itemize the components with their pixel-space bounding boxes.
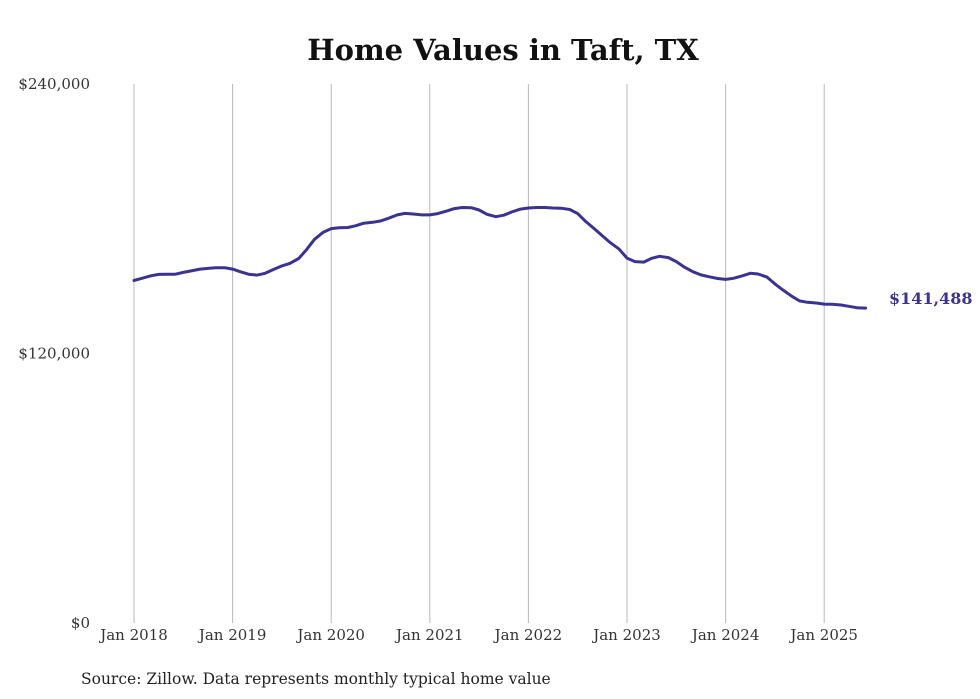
last-value-label: $141,488: [889, 289, 973, 308]
x-axis-tick-labels: Jan 2018 Jan 2019 Jan 2020 Jan 2021 Jan 2022…: [98, 626, 858, 644]
y-tick-label: $240,000: [18, 75, 90, 93]
source-note: Source: Zillow. Data represents monthly …: [81, 670, 551, 688]
x-tick-label: Jan 2018: [98, 626, 168, 644]
x-tick-label: Jan 2024: [690, 626, 760, 644]
y-tick-label: $0: [71, 614, 90, 632]
x-tick-label: Jan 2021: [394, 626, 464, 644]
vertical-gridlines: [133, 84, 825, 623]
x-tick-label: Jan 2023: [591, 626, 661, 644]
series-line-0: [132, 206, 868, 310]
chart-title: Home Values in Taft, TX: [307, 33, 699, 67]
x-tick-label: Jan 2022: [493, 626, 563, 644]
x-tick-label: Jan 2020: [295, 626, 365, 644]
y-axis-tick-labels: $0 $120,000 $240,000: [18, 75, 90, 632]
x-tick-label: Jan 2025: [788, 626, 858, 644]
y-tick-label: $120,000: [18, 345, 90, 363]
series-group: [132, 206, 868, 310]
x-tick-label: Jan 2019: [197, 626, 267, 644]
